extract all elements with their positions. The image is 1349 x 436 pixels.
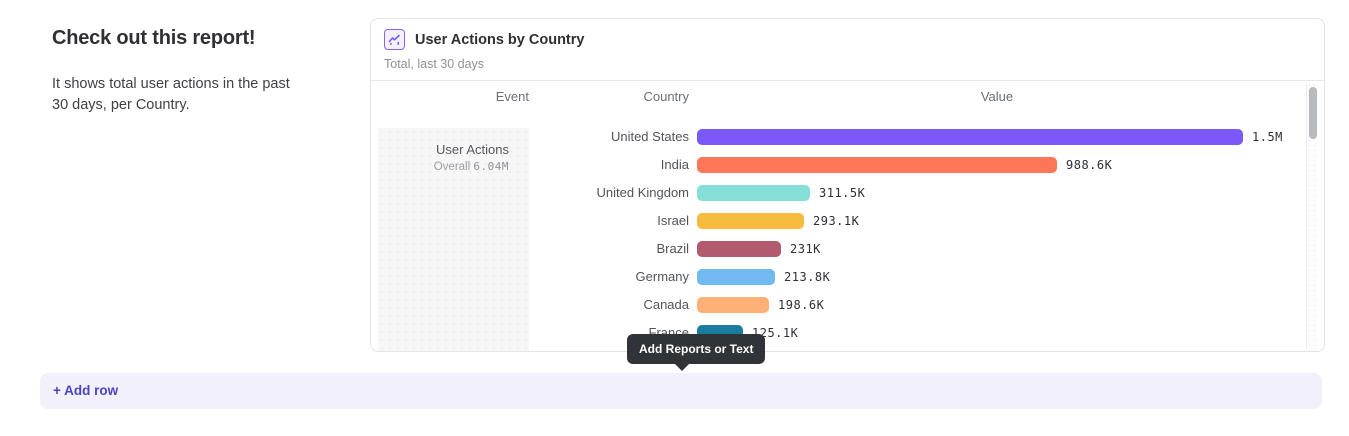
value-bar[interactable] bbox=[697, 213, 804, 229]
value-bar[interactable] bbox=[697, 185, 810, 201]
country-label: United Kingdom bbox=[596, 185, 690, 200]
chart-row: India 988.6K bbox=[371, 151, 1324, 179]
column-header-country: Country bbox=[643, 89, 689, 104]
event-overall-label: Overall bbox=[433, 161, 471, 173]
report-card-subtitle: Total, last 30 days bbox=[384, 57, 485, 71]
value-label: 293.1K bbox=[813, 214, 860, 228]
value-label: 311.5K bbox=[819, 186, 866, 200]
report-card-body: Event Country Value User Actions Overall… bbox=[371, 80, 1324, 351]
chart-row: Brazil 231K bbox=[371, 235, 1324, 263]
chart-row: Canada 198.6K bbox=[371, 291, 1324, 319]
chart-rows: United States 1.5M India 988.6K United Kingd… bbox=[371, 81, 1324, 351]
country-label: India bbox=[660, 157, 689, 172]
report-card[interactable]: User Actions by Country Total, last 30 d… bbox=[370, 18, 1325, 352]
scrollbar-track[interactable] bbox=[1306, 83, 1318, 349]
chart-row: United Kingdom 311.5K bbox=[371, 179, 1324, 207]
add-row-bar[interactable]: + Add row bbox=[40, 373, 1322, 409]
chart-row: Israel 293.1K bbox=[371, 207, 1324, 235]
value-label: 231K bbox=[790, 242, 821, 256]
value-label: 988.6K bbox=[1066, 158, 1113, 172]
country-label: Germany bbox=[635, 269, 689, 284]
country-label: Canada bbox=[643, 297, 689, 312]
line-chart-icon bbox=[384, 29, 405, 50]
add-row-button[interactable]: + Add row bbox=[53, 383, 119, 398]
value-label: 213.8K bbox=[784, 270, 831, 284]
event-overall-value: 6.04M bbox=[473, 160, 509, 173]
event-name: User Actions bbox=[436, 142, 509, 157]
value-bar[interactable] bbox=[697, 269, 775, 285]
report-card-header: User Actions by Country Total, last 30 d… bbox=[371, 19, 1324, 80]
add-reports-tooltip: Add Reports or Text bbox=[627, 334, 766, 371]
intro-body: It shows total user actions in the past … bbox=[52, 76, 290, 113]
chart-row: Germany 213.8K bbox=[371, 263, 1324, 291]
country-label: Israel bbox=[657, 213, 689, 228]
country-label: United States bbox=[610, 129, 689, 144]
scrollbar-thumb[interactable] bbox=[1309, 87, 1317, 139]
value-label: 1.5M bbox=[1252, 130, 1283, 144]
value-bar[interactable] bbox=[697, 241, 781, 257]
chart-row: United States 1.5M bbox=[371, 123, 1324, 151]
chart-row: France 125.1K bbox=[371, 319, 1324, 347]
column-header-value: Value bbox=[980, 89, 1014, 104]
tooltip-caret-icon bbox=[675, 364, 689, 371]
value-label: 198.6K bbox=[778, 298, 825, 312]
value-bar[interactable] bbox=[697, 297, 769, 313]
event-overall: Overall 6.04M bbox=[378, 160, 509, 173]
value-bar[interactable] bbox=[697, 129, 1243, 145]
tooltip-text: Add Reports or Text bbox=[639, 342, 754, 356]
value-bar[interactable] bbox=[697, 157, 1057, 173]
report-card-title: User Actions by Country bbox=[415, 31, 585, 48]
intro-heading: Check out this report! bbox=[52, 27, 256, 49]
column-header-event: Event bbox=[495, 89, 529, 104]
event-cell[interactable]: User Actions Overall 6.04M bbox=[378, 128, 529, 351]
country-label: Brazil bbox=[656, 241, 689, 256]
